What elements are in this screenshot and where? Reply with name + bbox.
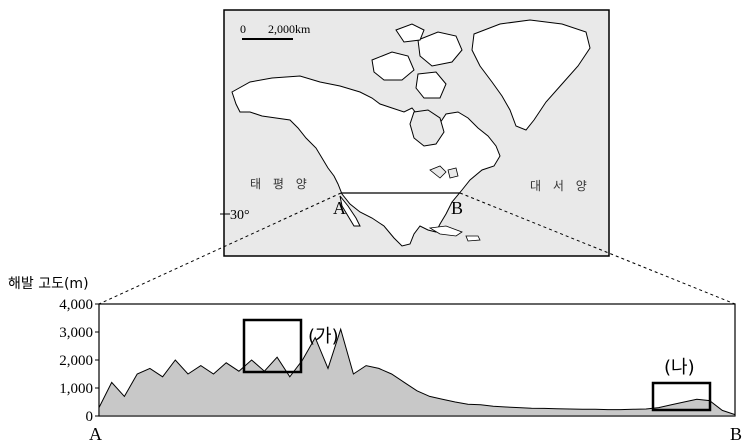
- profile-chart: 해발 고도(m) 4,000 3,000 2,000 1,000 0 A B (가) (…: [8, 276, 742, 444]
- y-tick-label: 2,000: [59, 353, 93, 369]
- pacific-ocean-label: 태 평 양: [250, 177, 311, 191]
- profile-start-label: A: [89, 424, 102, 444]
- projection-line-left: [98, 192, 342, 305]
- scale-label: 2,000km: [268, 22, 311, 36]
- box-na-label: (나): [664, 357, 695, 378]
- box-ga: [242, 318, 303, 374]
- y-ticks: 4,000 3,000 2,000 1,000 0: [59, 297, 99, 425]
- arctic-island-1: [371, 51, 415, 81]
- terrain-profile: [98, 327, 736, 417]
- hudson-bay: [409, 109, 445, 147]
- map: 0 2,000km 태 평 양 대 서 양 30° A B: [220, 9, 610, 257]
- atlantic-ocean-label: 대 서 양: [530, 179, 591, 193]
- great-lakes: [429, 165, 459, 179]
- profile-ylabel: 해발 고도(m): [8, 276, 89, 292]
- baja-california: [339, 195, 361, 227]
- north-america-landmass: [231, 75, 501, 247]
- latitude-label: 30°: [230, 208, 250, 223]
- y-tick-label: 4,000: [59, 297, 93, 313]
- box-na: [651, 381, 712, 412]
- arctic-island-2: [417, 31, 463, 67]
- map-point-a: A: [333, 198, 346, 218]
- y-tick-label: 3,000: [59, 325, 93, 341]
- scale-zero: 0: [240, 22, 246, 36]
- y-tick-label: 0: [86, 409, 94, 425]
- projection-line-right: [459, 192, 736, 305]
- box-ga-label: (가): [308, 326, 339, 347]
- y-tick-label: 1,000: [59, 381, 93, 397]
- arctic-island-4: [395, 23, 425, 43]
- cuba: [428, 225, 463, 237]
- arctic-island-3: [415, 71, 447, 99]
- map-point-b: B: [451, 198, 463, 218]
- profile-end-label: B: [730, 424, 742, 444]
- hispaniola: [465, 235, 481, 242]
- greenland: [471, 19, 591, 131]
